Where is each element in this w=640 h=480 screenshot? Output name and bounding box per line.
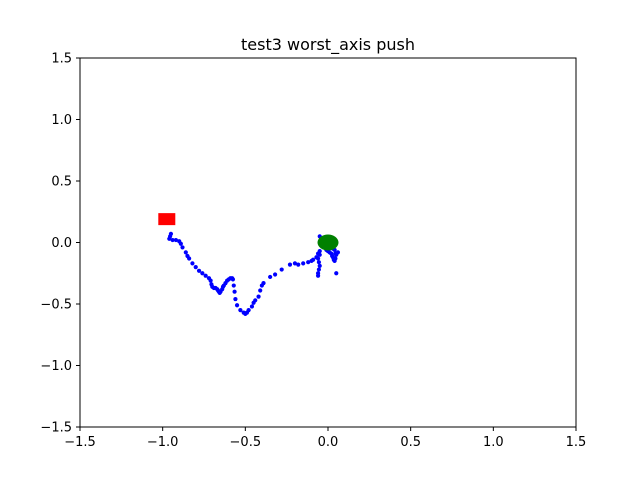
trajectory-point: [272, 272, 278, 277]
trajectory-point: [196, 268, 202, 273]
y-tick-label: −1.0: [40, 359, 72, 374]
trajectory-point: [232, 289, 237, 294]
y-tick-label: 0.0: [51, 236, 72, 251]
trajectory-point: [234, 303, 240, 308]
x-tick-label: −0.5: [230, 435, 262, 450]
x-tick-label: −1.0: [147, 435, 179, 450]
trajectory-point: [173, 237, 178, 243]
x-tick-label: −1.5: [64, 435, 96, 450]
trajectory-point: [296, 262, 301, 267]
trajectory-point: [316, 267, 322, 272]
trajectory-point: [187, 256, 192, 261]
trajectory-point: [317, 252, 322, 257]
y-tick-label: −1.5: [40, 421, 72, 436]
plot-area: −1.5 −1.0 −0.5 0.0 0.5 1.0 1.5 1.5 1.0 0.5 0.0 −0.5…: [40, 52, 586, 451]
goal-circle-marker: [317, 234, 339, 251]
trajectory-point: [249, 304, 255, 309]
trajectory-point: [258, 288, 263, 293]
trajectory-point: [311, 257, 316, 262]
y-tick-label: 0.5: [51, 175, 72, 190]
trajectory-point: [203, 273, 208, 278]
trajectory-point: [233, 296, 238, 302]
trajectory-point: [238, 308, 243, 313]
trajectory-point: [317, 249, 322, 254]
trajectory-point: [317, 263, 322, 268]
trajectory-point: [246, 308, 251, 313]
trajectory-point: [315, 273, 321, 278]
trajectory-point: [316, 260, 322, 265]
trajectory-point: [333, 251, 338, 256]
y-tick-label: 1.0: [51, 113, 72, 128]
trajectory-point: [167, 236, 172, 241]
trajectory-point: [261, 280, 266, 286]
trajectory-point: [279, 267, 284, 272]
trajectory-point: [256, 294, 261, 299]
x-tick-label: 0.0: [318, 435, 339, 450]
trajectory-point: [208, 278, 213, 283]
trajectory-point: [315, 256, 321, 261]
trajectory-point: [333, 256, 338, 261]
trajectory-point: [301, 261, 306, 266]
y-tick-label: −0.5: [40, 298, 72, 313]
trajectory-point: [268, 274, 273, 280]
trajectory-point: [306, 260, 311, 265]
trajectory-point: [180, 245, 185, 250]
trajectory-point: [287, 262, 293, 267]
trajectory-point: [178, 241, 183, 246]
y-tick-label: 1.5: [51, 52, 72, 67]
x-tick-label: 0.5: [400, 435, 421, 450]
trajectory-point: [334, 271, 339, 276]
trajectory-point: [253, 298, 258, 303]
trajectory-point: [193, 265, 198, 270]
x-tick-label: 1.5: [566, 435, 587, 450]
trajectory-point: [170, 237, 175, 243]
trajectory-point: [292, 261, 298, 266]
trajectory-point: [200, 271, 205, 276]
axes-frame: [79, 57, 577, 428]
trajectory-point: [183, 250, 188, 255]
x-tick-label: 1.0: [483, 435, 504, 450]
start-square-marker: [158, 213, 176, 226]
trajectory-point: [230, 277, 236, 282]
chart-title: test3 worst_axis push: [241, 35, 415, 55]
trajectory-point: [190, 261, 195, 266]
trajectory-point: [231, 283, 236, 288]
